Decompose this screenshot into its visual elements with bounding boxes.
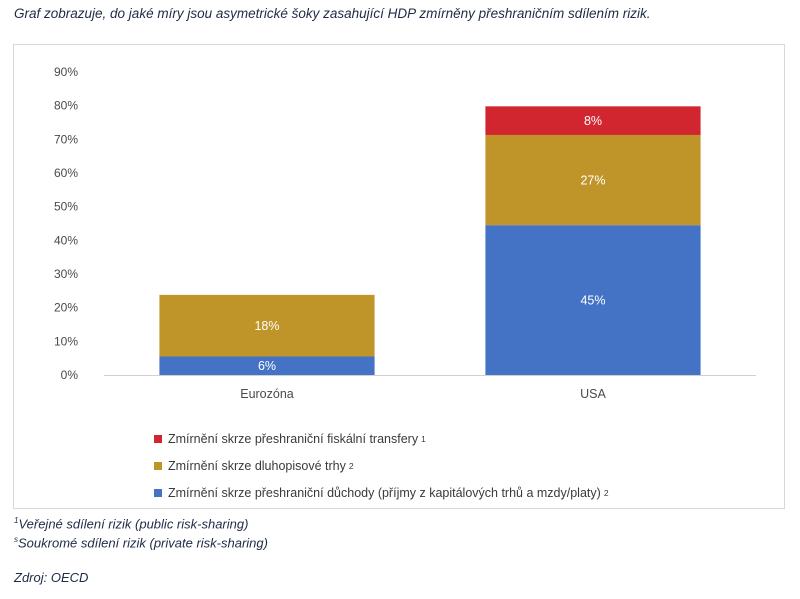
chart-frame: 0% 10% 20% 30% 40% 50% 60% 70% 80% 90% 6% 18% Eurozó… — [13, 44, 785, 509]
y-tick-label: 40% — [54, 233, 78, 247]
legend-swatch-fiscal — [154, 434, 162, 443]
chart-caption: Graf zobrazuje, do jaké míry jsou asymet… — [14, 6, 651, 21]
chart-legend: Zmírnění skrze přeshraniční fiskální tra… — [154, 425, 609, 506]
bar-segment — [485, 134, 701, 226]
legend-label-fiscal: Zmírnění skrze přeshraniční fiskální tra… — [168, 431, 419, 446]
legend-swatch-income — [154, 488, 162, 497]
y-tick-label: 0% — [61, 368, 79, 382]
x-category-label: Eurozóna — [240, 387, 294, 401]
legend-item-fiscal: Zmírnění skrze přeshraniční fiskální tra… — [154, 425, 609, 452]
footnote-private: sSoukromé sdílení rizik (private risk-sh… — [14, 535, 268, 550]
legend-swatch-bonds — [154, 461, 162, 470]
bar-segment — [159, 356, 375, 375]
footnote-text-public: Veřejné sdílení rizik (public risk-shari… — [18, 516, 249, 532]
footnote-public: 1Veřejné sdílení rizik (public risk-shar… — [14, 516, 248, 531]
y-tick-label: 70% — [54, 132, 78, 146]
source-note: Zdroj: OECD — [14, 570, 89, 585]
bar-data-label: 8% — [584, 114, 602, 128]
bar-data-label: 6% — [258, 359, 276, 373]
x-category-label: USA — [580, 387, 606, 401]
y-tick-label: 30% — [54, 267, 78, 281]
legend-item-bonds: Zmírnění skrze dluhopisové trhy 2 — [154, 452, 609, 479]
y-tick-label: 90% — [54, 65, 78, 79]
stacked-bar-chart: 0% 10% 20% 30% 40% 50% 60% 70% 80% 90% 6% 18% Eurozó… — [54, 65, 756, 401]
y-tick-label: 60% — [54, 166, 78, 180]
legend-item-income: Zmírnění skrze přeshraniční důchody (pří… — [154, 479, 609, 506]
legend-sup-fiscal: 1 — [421, 433, 426, 444]
legend-sup-bonds: 2 — [348, 460, 354, 471]
bar-segment — [485, 225, 701, 375]
legend-label-bonds: Zmírnění skrze dluhopisové trhy — [168, 458, 346, 473]
bar-segment — [485, 106, 701, 135]
footnote-text-private: Soukromé sdílení rizik (private risk-sha… — [18, 535, 268, 551]
y-tick-label: 50% — [54, 200, 78, 214]
bar-data-label: 18% — [254, 319, 279, 333]
legend-sup-income: 2 — [603, 487, 609, 498]
bar-segment — [159, 294, 375, 357]
footnote-mark-private: s — [14, 535, 18, 544]
legend-label-income: Zmírnění skrze přeshraniční důchody (pří… — [168, 485, 601, 500]
y-tick-label: 80% — [54, 99, 78, 113]
footnote-mark-public: 1 — [14, 516, 19, 525]
bar-data-label: 45% — [580, 294, 605, 308]
bar-data-label: 27% — [580, 174, 605, 188]
y-tick-label: 10% — [54, 334, 78, 348]
y-tick-label: 20% — [54, 301, 78, 315]
